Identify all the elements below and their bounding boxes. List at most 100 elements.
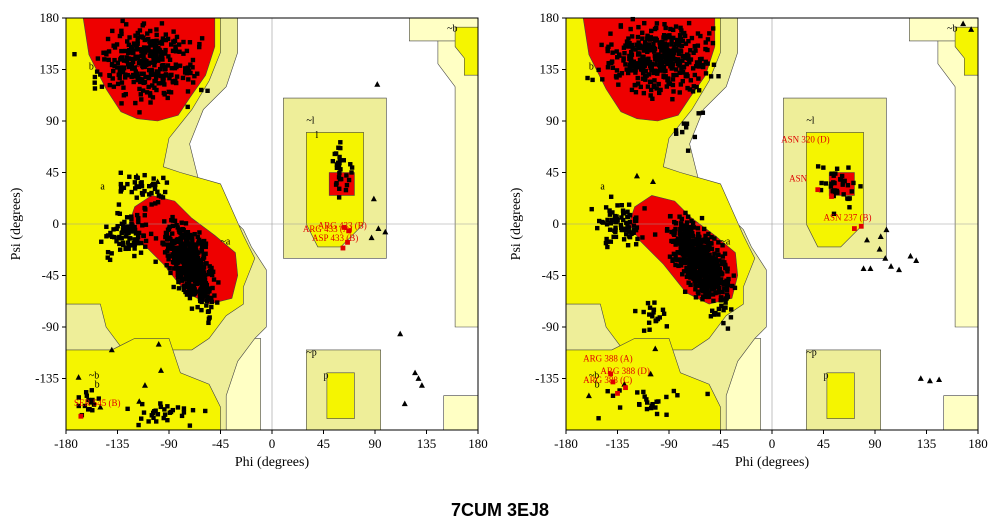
data-point <box>163 47 168 53</box>
data-point <box>190 407 196 413</box>
data-point <box>623 232 629 237</box>
data-point <box>646 72 652 77</box>
data-point <box>124 22 129 27</box>
data-point <box>624 67 629 72</box>
glycine-point <box>585 392 592 399</box>
data-point <box>610 393 616 398</box>
data-point <box>116 202 122 207</box>
data-point <box>648 63 653 69</box>
data-point <box>161 175 166 181</box>
data-point <box>204 282 210 288</box>
data-point <box>334 162 340 167</box>
data-point <box>688 255 693 260</box>
data-point <box>142 188 147 194</box>
data-point <box>707 31 712 36</box>
data-point <box>205 88 210 94</box>
data-point <box>135 55 141 61</box>
region-label: b <box>95 380 100 391</box>
data-point <box>845 183 851 188</box>
data-point <box>833 189 838 195</box>
region-label: b <box>595 380 600 391</box>
x-tick-label: 45 <box>317 436 330 451</box>
data-point <box>660 307 666 312</box>
data-point <box>112 63 117 69</box>
data-point <box>692 238 697 243</box>
data-point <box>720 259 725 264</box>
data-point <box>180 75 186 81</box>
data-point <box>685 85 690 91</box>
data-point <box>636 44 641 49</box>
data-point <box>665 61 670 67</box>
data-point <box>660 39 665 45</box>
data-point <box>136 422 141 428</box>
data-point <box>124 58 130 64</box>
region-label: ~p <box>306 348 316 359</box>
data-point <box>671 251 677 257</box>
data-point <box>716 258 722 263</box>
data-point <box>160 73 165 79</box>
data-point <box>141 57 146 62</box>
data-point <box>182 70 188 75</box>
data-point <box>701 294 706 299</box>
data-point <box>664 84 670 89</box>
data-point <box>83 390 89 395</box>
data-point <box>126 42 132 48</box>
data-point <box>604 236 609 242</box>
data-point <box>96 396 101 401</box>
data-point <box>823 181 829 186</box>
data-point <box>170 218 176 223</box>
data-point <box>614 49 619 54</box>
data-point <box>644 400 650 405</box>
data-point <box>637 51 642 57</box>
data-point <box>193 247 199 253</box>
region-label: ~b <box>89 371 99 382</box>
residue-label: ASN <box>789 174 808 184</box>
data-point <box>194 242 199 247</box>
data-point <box>646 320 652 325</box>
data-point <box>148 231 154 237</box>
data-point <box>725 326 731 331</box>
data-point <box>687 263 692 268</box>
data-point <box>187 423 193 428</box>
data-point <box>672 232 677 238</box>
data-point <box>122 219 127 225</box>
data-point <box>631 59 637 64</box>
flagged-residue-point <box>340 245 346 251</box>
data-point <box>146 74 152 80</box>
data-point <box>717 266 722 272</box>
x-tick-label: 0 <box>769 436 776 451</box>
data-point <box>633 65 638 70</box>
region-label: p <box>824 371 829 382</box>
data-point <box>687 233 692 238</box>
data-point <box>710 262 716 268</box>
data-point <box>608 31 613 36</box>
data-point <box>628 66 633 72</box>
data-point <box>115 81 121 87</box>
data-point <box>207 286 212 291</box>
data-point <box>664 324 670 329</box>
data-point <box>171 250 177 256</box>
data-point <box>133 69 138 74</box>
data-point <box>190 57 196 63</box>
data-point <box>166 257 171 262</box>
data-point <box>162 250 168 255</box>
data-point <box>652 38 658 43</box>
data-point <box>695 251 700 256</box>
data-point <box>651 310 656 315</box>
data-point <box>133 231 139 236</box>
data-point <box>696 237 701 243</box>
data-point <box>719 303 724 309</box>
data-point <box>725 283 731 288</box>
data-point <box>710 40 716 46</box>
data-point <box>669 39 674 44</box>
data-point <box>715 248 720 253</box>
x-tick-label: 90 <box>869 436 882 451</box>
data-point <box>118 181 124 187</box>
data-point <box>135 41 140 46</box>
data-point <box>117 75 122 81</box>
data-point <box>708 267 713 273</box>
region-label: ~l <box>306 115 314 126</box>
data-point <box>181 410 187 415</box>
y-tick-label: 180 <box>40 10 60 25</box>
glycine-point <box>375 225 382 231</box>
